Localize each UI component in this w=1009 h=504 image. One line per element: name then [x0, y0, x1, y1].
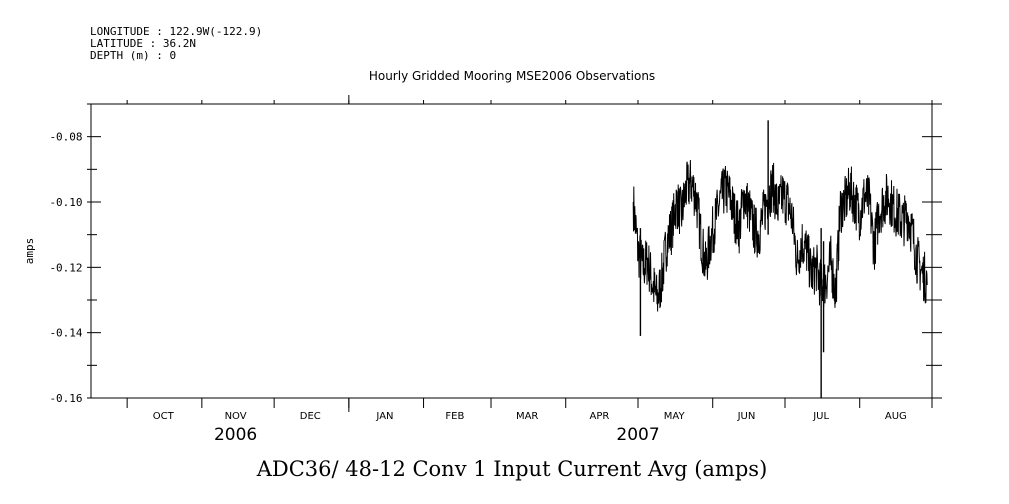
x-year-label: 2006: [214, 425, 257, 445]
x-axis-label: ADC36/ 48-12 Conv 1 Input Current Avg (a…: [256, 457, 768, 481]
x-month-label: NOV: [225, 411, 247, 422]
y-tick-label: -0.10: [49, 196, 82, 209]
depth-label: DEPTH (m) : 0: [90, 49, 176, 62]
x-month-label: APR: [590, 411, 610, 422]
y-tick-label: -0.12: [49, 261, 82, 274]
chart-title: Hourly Gridded Mooring MSE2006 Observati…: [369, 69, 655, 83]
latitude-label: LATITUDE : 36.2N: [90, 37, 196, 50]
x-month-label: AUG: [885, 411, 907, 422]
y-tick-label: -0.16: [49, 392, 82, 405]
x-month-label: JUN: [737, 411, 756, 422]
x-month-label: JAN: [375, 411, 393, 422]
y-tick-label: -0.14: [49, 327, 82, 340]
x-month-label: OCT: [153, 411, 175, 422]
y-axis-label: amps: [23, 238, 36, 265]
y-axis: -0.08 -0.10 -0.12 -0.14 -0.16: [49, 103, 942, 405]
series-layer: [632, 120, 928, 398]
series-line: [632, 159, 928, 312]
x-month-label: DEC: [300, 411, 321, 422]
x-year-label: 2007: [616, 425, 659, 445]
x-month-label: MAY: [664, 411, 686, 422]
plot-frame: [90, 103, 933, 399]
longitude-label: LONGITUDE : 122.9W(-122.9): [90, 25, 262, 38]
y-tick-label: -0.08: [49, 131, 82, 144]
x-axis: OCT NOV DEC JAN FEB MAR APR MAY JUN JUL AUG 2006 200…: [126, 95, 933, 445]
header-info: LONGITUDE : 122.9W(-122.9) LATITUDE : 36…: [90, 25, 262, 62]
x-month-label: JUL: [812, 411, 829, 422]
x-month-label: FEB: [445, 411, 464, 422]
x-month-label: MAR: [516, 411, 538, 422]
